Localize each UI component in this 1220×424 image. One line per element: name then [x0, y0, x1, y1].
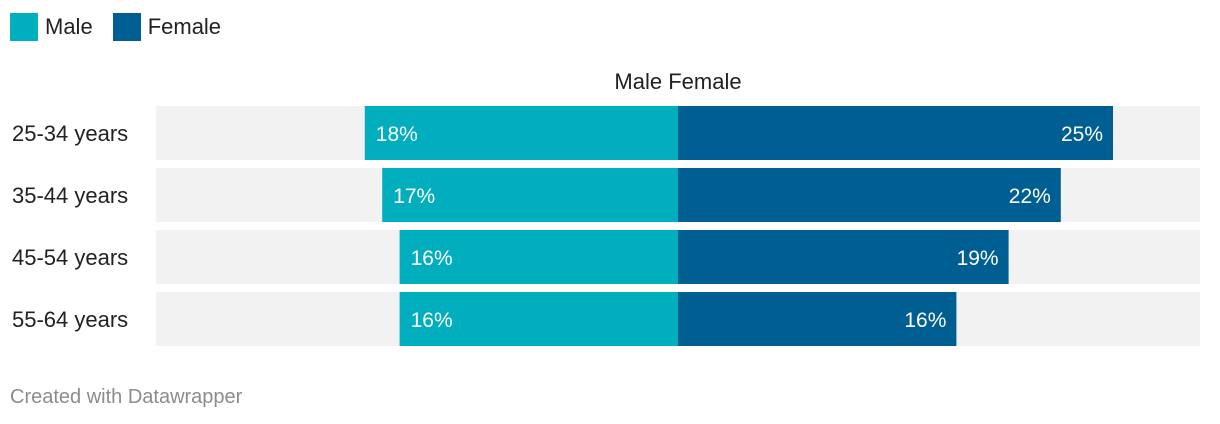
legend-label-female: Female	[147, 14, 222, 39]
bar-female-35-44-years	[678, 168, 1061, 222]
data-label-female-45-54-years: 19%	[957, 247, 999, 270]
bar-female-45-54-years	[678, 230, 1009, 284]
row-track-55-64-years	[156, 292, 1200, 346]
data-label-male-55-64-years: 16%	[411, 309, 453, 332]
legend-item-female: Female	[112, 13, 222, 41]
bar-female-25-34-years	[678, 106, 1113, 160]
column-header: Male Female	[614, 69, 742, 94]
data-label-female-35-44-years: 22%	[1009, 185, 1051, 208]
legend: Male Female	[10, 12, 241, 42]
data-label-female-55-64-years: 16%	[904, 309, 946, 332]
category-label-25-34-years: 25-34 years	[12, 121, 128, 146]
bar-male-35-44-years	[382, 168, 678, 222]
row-track-25-34-years	[156, 106, 1200, 160]
bar-male-45-54-years	[399, 230, 678, 284]
category-label-55-64-years: 55-64 years	[12, 307, 128, 332]
legend-swatch-male	[10, 13, 38, 41]
category-label-45-54-years: 45-54 years	[12, 245, 128, 270]
legend-swatch-female	[112, 13, 141, 41]
data-label-male-45-54-years: 16%	[411, 247, 453, 270]
data-label-male-35-44-years: 17%	[393, 185, 435, 208]
row-track-45-54-years	[156, 230, 1200, 284]
row-track-35-44-years	[156, 168, 1200, 222]
legend-label-male: Male	[45, 14, 93, 39]
data-label-male-25-34-years: 18%	[376, 123, 418, 146]
legend-item-male: Male	[10, 13, 93, 41]
footer-credit: Created with Datawrapper	[10, 386, 243, 408]
data-label-female-25-34-years: 25%	[1061, 123, 1103, 146]
bar-male-25-34-years	[364, 106, 678, 160]
bar-male-55-64-years	[399, 292, 678, 346]
bar-female-55-64-years	[678, 292, 957, 346]
category-label-35-44-years: 35-44 years	[12, 183, 128, 208]
